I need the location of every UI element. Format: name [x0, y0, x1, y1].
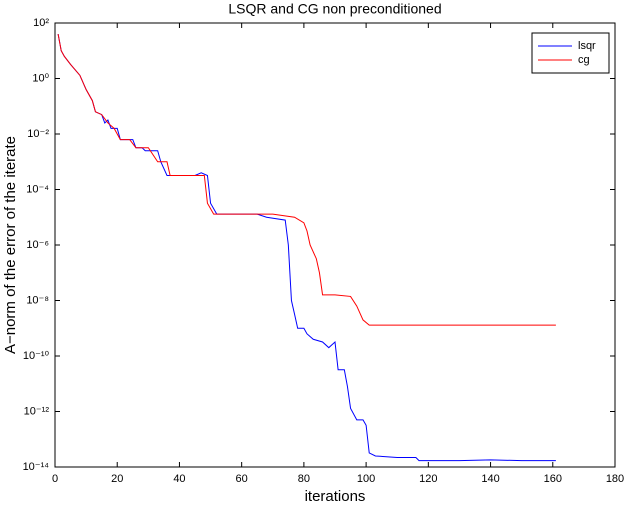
- x-axis-label: iterations: [305, 488, 366, 505]
- x-tick-label: 60: [236, 473, 248, 485]
- y-tick-label: 10⁻⁸: [26, 294, 49, 306]
- y-tick-label: 10²: [33, 17, 49, 29]
- x-tick-label: 120: [419, 473, 437, 485]
- y-tick-label: 10⁻¹⁰: [23, 350, 50, 362]
- legend-label: cg: [578, 54, 590, 66]
- y-tick-label: 10⁻¹²: [24, 405, 50, 417]
- plot-frame: [54, 22, 616, 468]
- x-tick-label: 40: [173, 473, 185, 485]
- x-tick-label: 80: [298, 473, 310, 485]
- line: [57, 33, 556, 326]
- x-tick-label: 20: [111, 473, 123, 485]
- chart-title: LSQR and CG non preconditioned: [228, 1, 441, 17]
- y-tick-label: 10⁻⁴: [26, 183, 49, 195]
- y-tick-label: 10⁻¹⁴: [23, 461, 50, 473]
- x-tick-label: 180: [606, 473, 624, 485]
- y-tick-label: 10⁻⁶: [26, 239, 49, 251]
- y-axis-label: A−norm of the error of the iterate: [2, 136, 19, 354]
- x-tick-label: 0: [52, 473, 58, 485]
- legend-box: [531, 32, 610, 74]
- x-tick-label: 100: [357, 473, 375, 485]
- x-tick-label: 140: [481, 473, 499, 485]
- line: [57, 33, 556, 462]
- x-tick-label: 160: [544, 473, 562, 485]
- legend-label: lsqr: [578, 40, 596, 52]
- y-tick-label: 10⁰: [32, 72, 49, 84]
- y-tick-label: 10⁻²: [27, 128, 49, 140]
